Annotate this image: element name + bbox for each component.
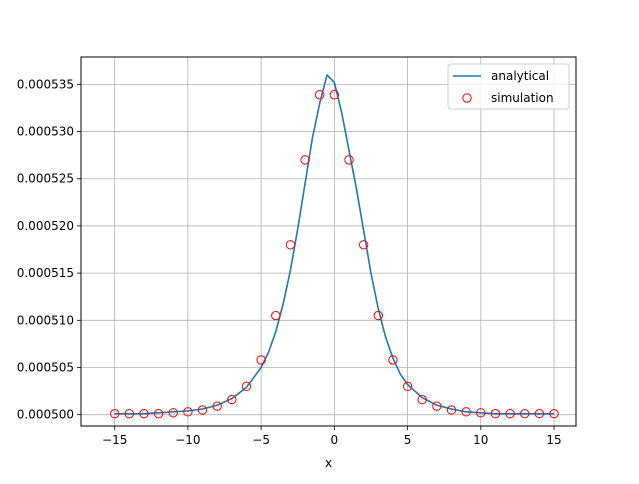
y-tick-label: 0.000510 [17, 313, 74, 327]
y-tick-label: 0.000530 [17, 125, 74, 139]
plot-series [109, 74, 559, 419]
grid [81, 57, 576, 426]
x-tick-label: −15 [102, 433, 127, 447]
simulation-point [315, 90, 325, 100]
x-tick-label: −5 [252, 433, 270, 447]
simulation-point [271, 310, 281, 321]
x-axis-title: x [325, 456, 332, 470]
simulation-point [417, 394, 427, 405]
x-tick-label: −10 [175, 433, 200, 447]
legend-simulation-swatch [462, 93, 472, 103]
simulation-point [256, 355, 266, 365]
legend-simulation-label: simulation [491, 91, 554, 105]
simulation-point [183, 407, 193, 417]
x-tick-label: 0 [331, 433, 339, 447]
simulation-point [139, 409, 149, 419]
simulation-point [344, 155, 354, 165]
simulation-point [153, 409, 164, 419]
simulation-point [197, 405, 208, 415]
y-tick-label: 0.000535 [17, 77, 74, 91]
simulation-point [402, 381, 413, 392]
simulation-point [168, 408, 178, 418]
simulation-point [358, 240, 369, 250]
simulation-point [520, 409, 530, 419]
simulation-point [505, 409, 515, 419]
y-tick-label: 0.000505 [17, 360, 74, 374]
legend: analytical simulation [447, 63, 570, 110]
simulation-point [549, 409, 559, 419]
simulation-point [241, 381, 252, 392]
simulation-point [373, 310, 383, 321]
x-tick-label: 5 [404, 433, 412, 447]
y-tick-label: 0.000525 [17, 172, 74, 186]
x-tick-label: 15 [546, 433, 561, 447]
simulation-point [476, 408, 486, 418]
simulation-point [388, 355, 398, 365]
simulation-point [534, 409, 545, 419]
simulation-point [446, 405, 457, 415]
simulation-point [461, 407, 471, 417]
x-tick-label: 10 [473, 433, 488, 447]
simulation-point [227, 394, 237, 405]
simulation-point [109, 409, 120, 419]
simulation-point [490, 409, 501, 419]
simulation-point [124, 409, 135, 419]
y-tick-label: 0.000500 [17, 408, 74, 422]
simulation-point [300, 155, 310, 165]
legend-analytical-label: analytical [491, 69, 549, 83]
y-tick-label: 0.000520 [17, 219, 74, 233]
y-tick-label: 0.000515 [17, 266, 74, 280]
plot-frame [80, 56, 577, 427]
simulation-point [212, 401, 222, 411]
analytical-line [114, 74, 555, 415]
simulation-point [329, 90, 340, 100]
simulation-point [432, 401, 442, 411]
y-axis: 0.000500 0.000505 0.000510 0.000515 0.000520… [17, 77, 81, 422]
x-axis: −15 −10 −5 0 5 10 15 [102, 426, 562, 447]
simulation-point [285, 240, 296, 250]
